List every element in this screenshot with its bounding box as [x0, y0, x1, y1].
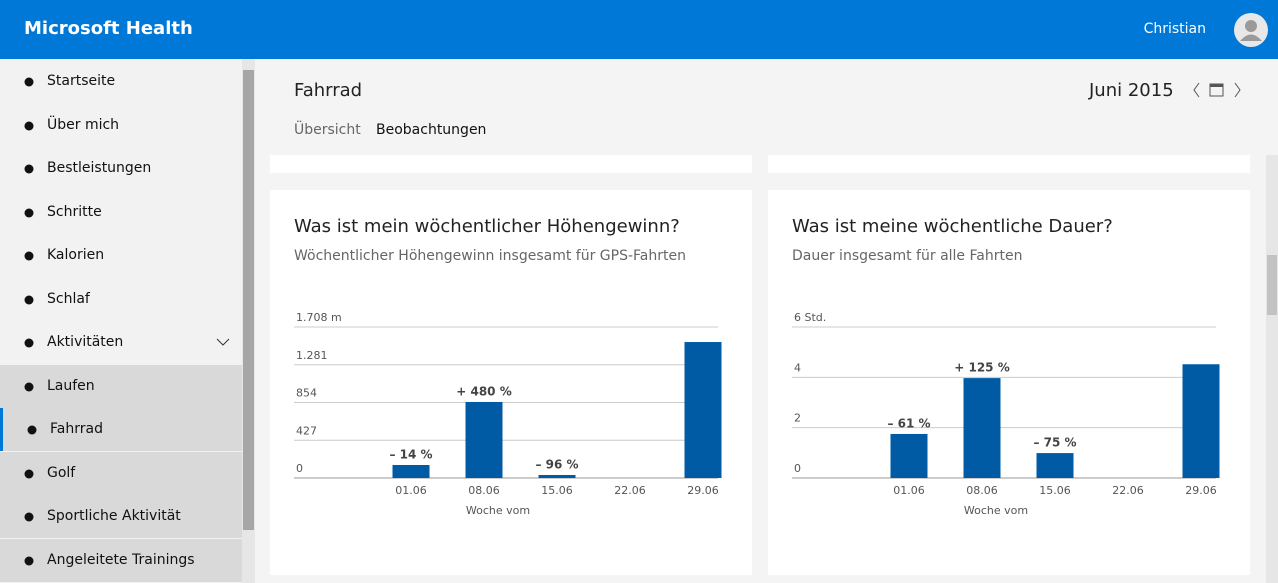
- nav-item[interactable]: Sportliche Aktivität: [0, 495, 242, 538]
- change-label: – 14 %: [389, 448, 432, 462]
- app-title[interactable]: Microsoft Health: [24, 18, 193, 39]
- sidebar: Startseite Über mich Bestleistungen Schritt…: [0, 59, 242, 583]
- nav-label[interactable]: Aktivitäten: [47, 334, 124, 350]
- nav-item[interactable]: Bestleistungen: [0, 147, 242, 190]
- nav-icon: [24, 164, 34, 174]
- card: [768, 155, 1250, 173]
- nav-icon: [24, 469, 34, 478]
- bar: [392, 465, 430, 478]
- change-label: – 75 %: [1033, 436, 1076, 450]
- nav-icon: [27, 425, 37, 435]
- nav-label[interactable]: Laufen: [47, 377, 95, 394]
- bar: [1182, 364, 1220, 478]
- bar: [1036, 453, 1074, 478]
- tab[interactable]: Beobachtungen: [376, 122, 487, 138]
- change-label: – 61 %: [887, 416, 930, 430]
- x-axis-label: Woche vom: [466, 504, 530, 517]
- x-tick-label: 15.06: [541, 484, 573, 497]
- x-tick-label: 29.06: [1185, 484, 1217, 497]
- nav-item[interactable]: Kalorien: [0, 234, 242, 277]
- nav-label[interactable]: Kalorien: [47, 247, 105, 263]
- chevron[interactable]: [216, 338, 230, 347]
- nav-label[interactable]: Schlaf: [47, 290, 90, 307]
- avatar[interactable]: [1234, 13, 1268, 47]
- x-tick-label: 15.06: [1039, 484, 1071, 497]
- nav-item[interactable]: Schlaf: [0, 278, 242, 321]
- bar: [538, 474, 576, 478]
- x-tick-label: 01.06: [893, 484, 925, 497]
- page-title: Fahrrad: [294, 80, 363, 101]
- nav-icon: [24, 77, 34, 87]
- user-name[interactable]: Christian: [1143, 21, 1206, 37]
- nav-label[interactable]: Angeleitete Trainings: [47, 551, 195, 568]
- change-label: + 125 %: [954, 361, 1009, 375]
- nav-label[interactable]: Startseite: [47, 73, 116, 89]
- change-label: – 96 %: [535, 457, 578, 471]
- nav-item[interactable]: Aktivitäten: [0, 321, 242, 364]
- nav-item[interactable]: Über mich: [0, 104, 242, 147]
- scrollbar: [1266, 155, 1278, 583]
- y-tick-label: 4: [794, 361, 801, 374]
- x-tick-label: 29.06: [687, 484, 719, 497]
- nav-icon: [24, 556, 34, 565]
- nav-label[interactable]: Fahrrad: [50, 421, 103, 437]
- nav-icon: [24, 382, 34, 391]
- change-label: + 480 %: [456, 384, 511, 398]
- nav-item[interactable]: Schritte: [0, 191, 242, 234]
- y-tick-label: 6 Std.: [794, 311, 826, 324]
- y-tick-label: 0: [794, 462, 801, 475]
- nav-icon: [24, 251, 34, 261]
- nav-label[interactable]: Schritte: [47, 203, 102, 220]
- nav-label[interactable]: Bestleistungen: [47, 160, 152, 176]
- x-tick-label: 01.06: [395, 484, 427, 497]
- nav-item[interactable]: Laufen: [0, 364, 242, 408]
- x-tick-label: 08.06: [468, 484, 500, 497]
- chart-subtitle: Wöchentlicher Höhengewinn insgesamt für …: [294, 248, 686, 264]
- x-axis-label: Woche vom: [964, 504, 1028, 517]
- tab[interactable]: Übersicht: [294, 122, 361, 138]
- chart: Was ist meine wöchentliche Dauer? Dauer i…: [768, 190, 1250, 575]
- nav-icon: [24, 208, 34, 217]
- y-tick-label: 0: [296, 462, 303, 475]
- y-tick-label: 1.708 m: [296, 311, 342, 324]
- nav-label[interactable]: Golf: [47, 464, 76, 481]
- bar: [963, 378, 1001, 478]
- card: [270, 155, 752, 173]
- y-tick-label: 2: [794, 412, 801, 425]
- nav-item[interactable]: Startseite: [0, 60, 242, 103]
- nav-item[interactable]: Golf: [0, 451, 242, 495]
- nav-label[interactable]: Sportliche Aktivität: [47, 508, 181, 524]
- bar: [684, 342, 722, 478]
- y-tick-label: 854: [296, 387, 317, 400]
- month: Juni 2015: [1089, 80, 1174, 101]
- chart-title: Was ist mein wöchentlicher Höhengewinn?: [294, 216, 680, 237]
- chart-title: Was ist meine wöchentliche Dauer?: [792, 216, 1113, 237]
- x-tick-label: 22.06: [614, 484, 646, 497]
- y-tick-label: 427: [296, 424, 317, 437]
- nav-label[interactable]: Über mich: [47, 116, 120, 133]
- chart-subtitle: Dauer insgesamt für alle Fahrten: [792, 248, 1022, 264]
- header: Microsoft Health Christian: [0, 0, 1278, 59]
- bar: [890, 433, 928, 478]
- nav-item[interactable]: Fahrrad: [0, 408, 242, 451]
- nav-icon: [24, 338, 34, 348]
- date-nav[interactable]: [1190, 80, 1246, 100]
- nav-icon: [24, 512, 34, 522]
- nav-icon: [24, 295, 34, 304]
- bar: [465, 401, 503, 478]
- x-tick-label: 22.06: [1112, 484, 1144, 497]
- scrollbar: [242, 59, 255, 583]
- nav-icon: [24, 121, 34, 130]
- chart: Was ist mein wöchentlicher Höhengewinn? W…: [270, 190, 752, 575]
- nav-item[interactable]: Angeleitete Trainings: [0, 538, 242, 582]
- x-tick-label: 08.06: [966, 484, 998, 497]
- y-tick-label: 1.281: [296, 349, 328, 362]
